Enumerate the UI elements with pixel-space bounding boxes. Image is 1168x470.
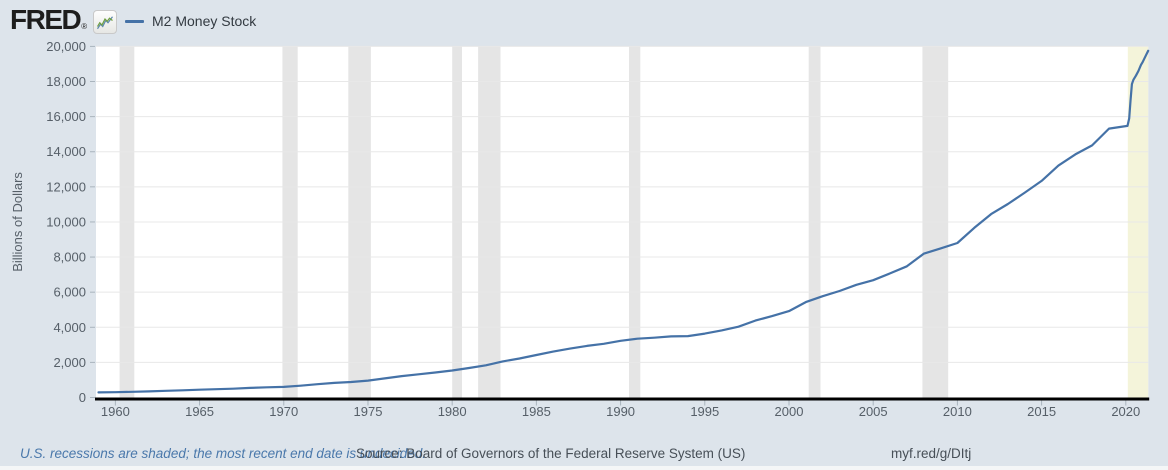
x-axis-label: 1970	[269, 404, 298, 419]
y-axis-label: 20,000	[46, 39, 86, 54]
y-axis-label: 4,000	[53, 320, 86, 335]
x-axis-label: 1985	[522, 404, 551, 419]
x-axis-label: 1960	[101, 404, 130, 419]
y-axis-label: 10,000	[46, 214, 86, 229]
line-chart-icon	[93, 10, 118, 34]
x-axis-label: 2020	[1111, 404, 1140, 419]
x-axis-label: 1990	[606, 404, 635, 419]
bottom-strip	[0, 466, 1168, 470]
y-axis-label: 16,000	[46, 109, 86, 124]
registered-mark: ®	[81, 22, 88, 31]
x-axis-label: 2015	[1027, 404, 1056, 419]
y-axis-label: 8,000	[53, 250, 86, 265]
y-axis-label: 0	[79, 390, 86, 405]
x-axis-label: 1995	[690, 404, 719, 419]
y-axis-label: 2,000	[53, 355, 86, 370]
x-axis-label: 1980	[438, 404, 467, 419]
fred-logo-text: FRED	[10, 4, 82, 35]
m2-money-stock-line	[97, 49, 1150, 394]
y-axis-label: 6,000	[53, 285, 86, 300]
x-axis-line	[95, 397, 1150, 401]
x-axis-label: 2010	[943, 404, 972, 419]
fred-logo[interactable]: FRED ®	[10, 4, 118, 35]
recession-note: U.S. recessions are shaded; the most rec…	[20, 446, 426, 461]
short-link[interactable]: myf.red/g/DItj	[891, 446, 972, 461]
legend-label: M2 Money Stock	[152, 13, 257, 29]
y-axis-label: 14,000	[46, 144, 86, 159]
y-axis-title: Billions of Dollars	[10, 172, 25, 272]
x-axis-label: 1965	[185, 404, 214, 419]
legend-line-swatch	[125, 19, 144, 23]
source-text: Source: Board of Governors of the Federa…	[356, 446, 746, 461]
y-axis-label: 18,000	[46, 74, 86, 89]
y-axis-label: 12,000	[46, 179, 86, 194]
legend: M2 Money Stock	[125, 13, 256, 29]
x-axis-label: 2005	[859, 404, 888, 419]
x-axis-label: 1975	[354, 404, 383, 419]
x-axis-label: 2000	[775, 404, 804, 419]
